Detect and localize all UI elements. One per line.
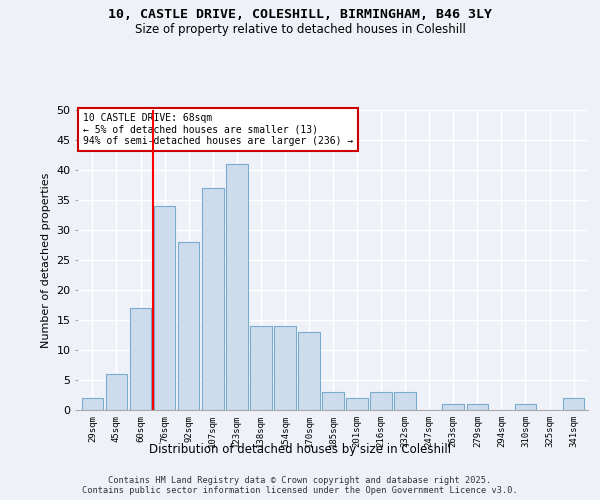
- Bar: [154, 206, 175, 410]
- Bar: [106, 374, 127, 410]
- Text: Size of property relative to detached houses in Coleshill: Size of property relative to detached ho…: [134, 22, 466, 36]
- Bar: [563, 398, 584, 410]
- Bar: [250, 326, 272, 410]
- Bar: [467, 404, 488, 410]
- Bar: [370, 392, 392, 410]
- Bar: [346, 398, 368, 410]
- Bar: [442, 404, 464, 410]
- Text: Distribution of detached houses by size in Coleshill: Distribution of detached houses by size …: [149, 442, 451, 456]
- Y-axis label: Number of detached properties: Number of detached properties: [41, 172, 50, 348]
- Text: 10 CASTLE DRIVE: 68sqm
← 5% of detached houses are smaller (13)
94% of semi-deta: 10 CASTLE DRIVE: 68sqm ← 5% of detached …: [83, 113, 353, 146]
- Bar: [226, 164, 248, 410]
- Bar: [130, 308, 151, 410]
- Bar: [178, 242, 199, 410]
- Bar: [394, 392, 416, 410]
- Bar: [515, 404, 536, 410]
- Bar: [322, 392, 344, 410]
- Bar: [202, 188, 224, 410]
- Bar: [82, 398, 103, 410]
- Text: 10, CASTLE DRIVE, COLESHILL, BIRMINGHAM, B46 3LY: 10, CASTLE DRIVE, COLESHILL, BIRMINGHAM,…: [108, 8, 492, 20]
- Bar: [298, 332, 320, 410]
- Bar: [274, 326, 296, 410]
- Text: Contains HM Land Registry data © Crown copyright and database right 2025.
Contai: Contains HM Land Registry data © Crown c…: [82, 476, 518, 495]
